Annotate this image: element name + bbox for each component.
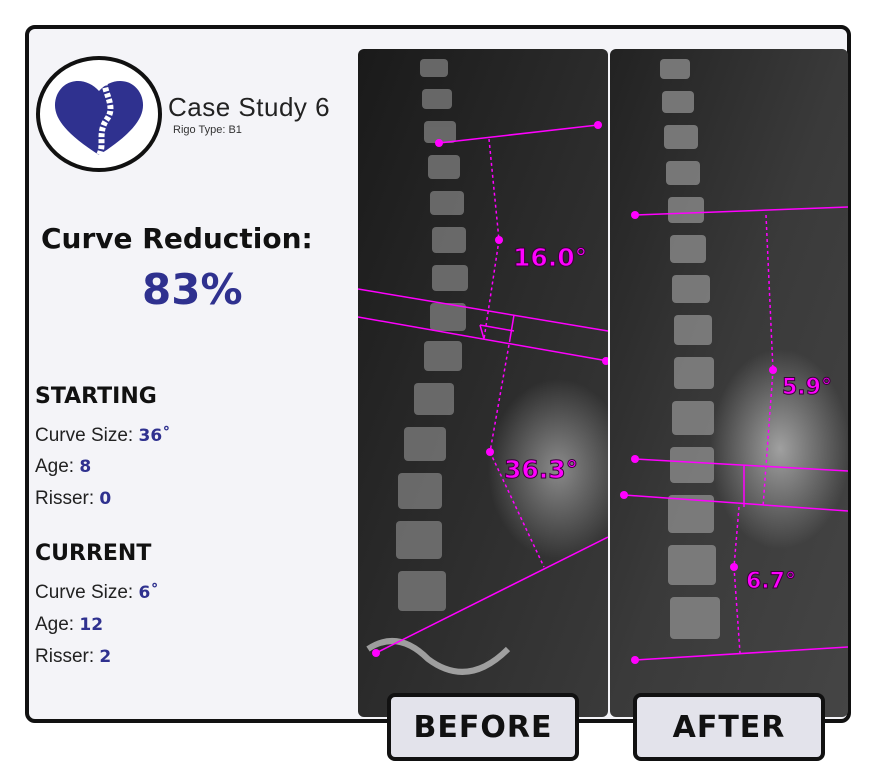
starting-curve-size: Curve Size: 36˚ [35, 425, 171, 447]
starting-age-label: Age: [35, 456, 80, 477]
curve-reduction-value: 83% [142, 265, 243, 314]
current-age: Age: 12 [35, 614, 103, 636]
rigo-type: Rigo Type: B1 [173, 124, 242, 136]
starting-risser-label: Risser: [35, 488, 100, 509]
after-angle-lower: 6.7° [746, 569, 797, 595]
current-risser: Risser: 2 [35, 646, 111, 668]
starting-age-value: 8 [79, 457, 92, 477]
before-angle-upper: 16.0° [512, 243, 588, 273]
before-xray-image [358, 49, 608, 717]
after-angle-upper: 5.9° [782, 375, 833, 401]
starting-risser: Risser: 0 [35, 488, 111, 510]
before-label: BEFORE [387, 693, 579, 761]
before-angle-lower: 36.3° [503, 455, 579, 485]
current-curve-size: Curve Size: 6˚ [35, 582, 159, 604]
starting-curve-size-value: 36˚ [138, 426, 171, 446]
current-age-label: Age: [35, 614, 80, 635]
after-xray-image [610, 49, 848, 717]
current-curve-size-value: 6˚ [138, 583, 159, 603]
current-curve-size-label: Curve Size: [35, 582, 139, 603]
starting-age: Age: 8 [35, 456, 91, 478]
current-risser-value: 2 [99, 647, 112, 667]
heart-spine-icon [36, 56, 162, 172]
starting-risser-value: 0 [99, 489, 112, 509]
starting-heading: STARTING [35, 384, 157, 409]
current-risser-label: Risser: [35, 646, 100, 667]
current-age-value: 12 [79, 615, 104, 635]
current-heading: CURRENT [35, 541, 152, 566]
starting-curve-size-label: Curve Size: [35, 425, 139, 446]
case-title: Case Study 6 [168, 92, 331, 122]
curve-reduction-label: Curve Reduction: [41, 222, 313, 255]
after-label: AFTER [633, 693, 825, 761]
